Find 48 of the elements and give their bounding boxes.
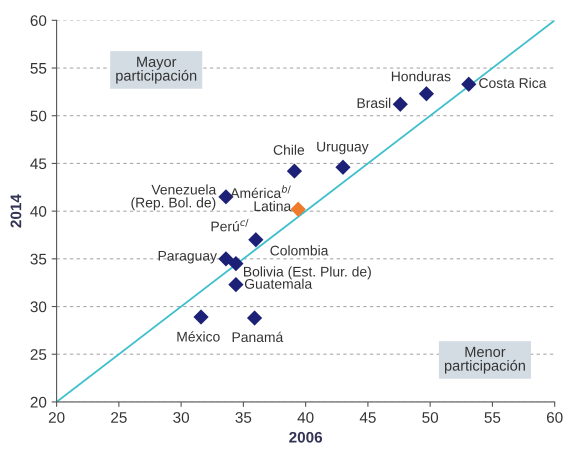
y-tick-label: 35 [30, 254, 46, 265]
annotation: Colombia [270, 245, 328, 256]
x-axis-title: 2006 [289, 432, 322, 443]
annotation: Menor participación [444, 346, 525, 374]
point [335, 160, 351, 175]
annotation: Perú$^{c/}$ [212, 218, 249, 232]
annotation: Mayor participación [116, 56, 196, 84]
point [290, 202, 306, 217]
annotation: Brasil [358, 98, 390, 108]
x-tick-label: 45 [360, 412, 376, 423]
x-tick-label: 25 [111, 412, 127, 423]
y-tick-label: 50 [30, 110, 46, 122]
y-tick-label: 30 [30, 301, 46, 312]
y-tick-label: 60 [30, 15, 46, 26]
annotation: Guatemala [244, 278, 312, 289]
point [246, 310, 262, 326]
point [392, 96, 408, 112]
annotation: América$^{b/}$ Latina [230, 185, 292, 212]
x-tick-label: 60 [546, 412, 563, 423]
y-tick-label: 55 [30, 63, 46, 74]
annotation: Venezuela (Rep. Bol. de) [131, 184, 216, 210]
y-axis-title: 2014 [10, 194, 22, 228]
x-tick-label: 40 [297, 412, 314, 423]
annotation: Honduras [392, 71, 450, 82]
point [461, 76, 476, 92]
x-tick-label: 30 [173, 412, 190, 423]
point [193, 309, 209, 325]
annotation: Costa Rica [479, 78, 546, 88]
annotation: Panamá [232, 332, 284, 342]
y-tick-label: 25 [30, 349, 46, 360]
annotation: Uruguay [317, 142, 369, 154]
y-tick-label: 45 [30, 158, 46, 170]
x-tick-label: 55 [484, 412, 500, 423]
annotation: México [177, 331, 220, 342]
x-tick-label: 35 [235, 412, 252, 423]
point [228, 256, 244, 272]
x-tick-label: 50 [422, 412, 438, 423]
x-tick-label: 20 [48, 412, 64, 423]
y-tick-label: 20 [30, 396, 46, 408]
y-tick-label: 40 [30, 206, 46, 217]
point [286, 163, 302, 179]
point [218, 251, 234, 266]
annotation: Chile [274, 144, 304, 155]
point [228, 276, 244, 292]
annotation: Bolivia (Est. Plur. de) [244, 266, 371, 280]
point [248, 232, 264, 248]
point [418, 86, 434, 102]
annotation: Paraguay [158, 251, 217, 264]
